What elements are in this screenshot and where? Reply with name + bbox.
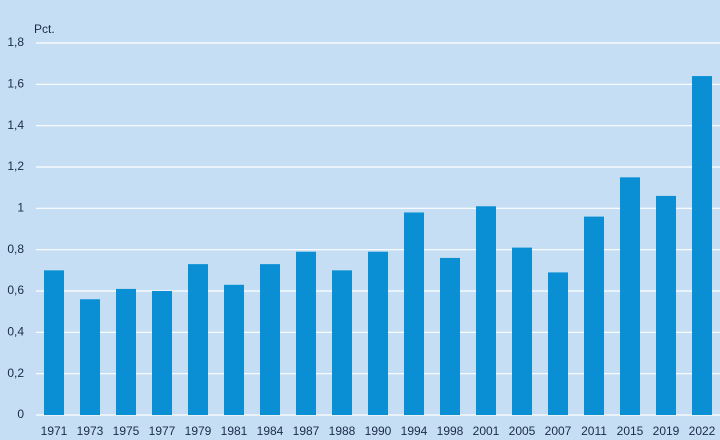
- x-tick-label: 1977: [149, 424, 176, 438]
- x-tick-label: 1981: [221, 424, 248, 438]
- x-tick-label: 2011: [581, 424, 607, 438]
- bar: [548, 272, 568, 415]
- x-tick-label: 1998: [437, 424, 464, 438]
- x-tick-label: 2015: [617, 424, 644, 438]
- bar: [80, 299, 100, 415]
- y-tick-label: 1,2: [7, 159, 24, 173]
- bar: [260, 264, 280, 415]
- bar: [692, 76, 712, 416]
- x-tick-label: 1987: [293, 424, 320, 438]
- bar: [368, 251, 388, 415]
- x-tick-label: 1990: [365, 424, 392, 438]
- y-tick-label: 1,4: [7, 118, 24, 132]
- y-tick-label: 0: [17, 407, 24, 421]
- y-tick-label: 1,8: [7, 35, 24, 49]
- bar: [404, 212, 424, 415]
- bar: [584, 216, 604, 415]
- bar: [332, 270, 352, 415]
- y-axis-label: Pct.: [34, 22, 55, 36]
- x-tick-label: 2005: [509, 424, 536, 438]
- x-tick-label: 2001: [473, 424, 500, 438]
- y-tick-label: 1: [17, 201, 24, 215]
- x-tick-label: 1988: [329, 424, 356, 438]
- y-tick-label: 0,2: [7, 366, 24, 380]
- x-tick-label: 1994: [401, 424, 428, 438]
- x-tick-label: 1971: [41, 424, 68, 438]
- bar: [620, 177, 640, 415]
- bar: [440, 257, 460, 415]
- bar: [296, 251, 316, 415]
- bar: [512, 247, 532, 415]
- x-tick-label: 1979: [185, 424, 212, 438]
- y-tick-label: 0,4: [7, 325, 24, 339]
- bar: [476, 206, 496, 415]
- x-tick-label: 2022: [689, 424, 716, 438]
- y-tick-label: 0,8: [7, 242, 24, 256]
- x-tick-label: 1975: [113, 424, 140, 438]
- x-tick-label: 1984: [257, 424, 284, 438]
- bar: [656, 195, 676, 415]
- bar: [116, 288, 136, 415]
- x-tick-label: 2019: [653, 424, 680, 438]
- x-tick-label: 1973: [77, 424, 104, 438]
- x-tick-label: 2007: [545, 424, 572, 438]
- bar: [188, 264, 208, 415]
- bar: [44, 270, 64, 415]
- bar: [152, 291, 172, 415]
- bar: [224, 284, 244, 415]
- y-tick-label: 0,6: [7, 283, 24, 297]
- y-tick-label: 1,6: [7, 77, 24, 91]
